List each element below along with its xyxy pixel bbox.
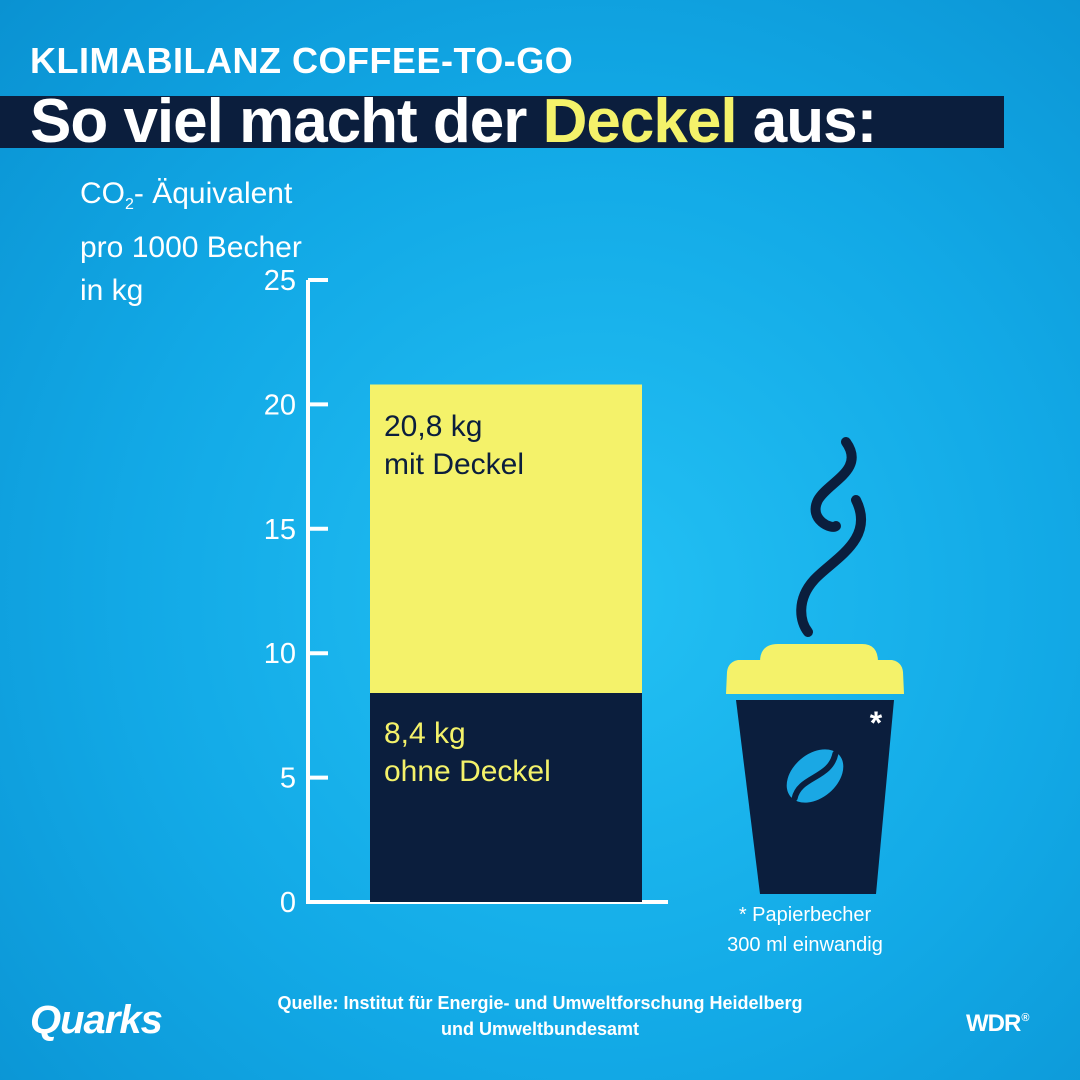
- y-axis-label: CO2- Äquivalent pro 1000 Becher in kg: [80, 172, 302, 312]
- headline-band: [0, 96, 1004, 148]
- coffee-bean-icon: [786, 749, 844, 803]
- y-tick-label-0: 0: [280, 887, 296, 919]
- ylabel-line2: pro 1000 Becher: [80, 231, 302, 264]
- headline-before: So viel macht der: [30, 87, 543, 156]
- bar-label-mit-deckel: 20,8 kg mit Deckel: [384, 408, 524, 484]
- wdr-logo: WDR®: [966, 1010, 1029, 1038]
- bar-label-mit-deckel-text: mit Deckel: [384, 448, 525, 482]
- y-tick-label-15: 15: [264, 514, 296, 546]
- headline-highlight: Deckel: [542, 87, 738, 156]
- cup-lid-icon: [726, 644, 904, 694]
- ylabel-line3: in kg: [80, 274, 144, 307]
- quarks-logo: Quarks: [30, 998, 163, 1042]
- y-tick-label-20: 20: [264, 389, 296, 421]
- source-line2: und Umweltbundesamt: [440, 1019, 639, 1039]
- headline: So viel macht der Deckel aus:: [30, 82, 877, 162]
- bar-label-ohne-deckel: 8,4 kg ohne Deckel: [384, 715, 551, 791]
- y-tick-label-5: 5: [280, 763, 296, 795]
- headline-after: aus:: [736, 87, 877, 156]
- steam-icon: [796, 437, 867, 637]
- cup-footnote-line1: * Papierbecher: [738, 904, 872, 926]
- bar-label-ohne-deckel-value: 8,4 kg: [384, 717, 466, 750]
- cup-asterisk: *: [870, 705, 883, 741]
- source-line1: Quelle: Institut für Energie- und Umwelt…: [277, 993, 803, 1013]
- wdr-logo-text: WDR: [966, 1010, 1021, 1037]
- cup-footnote-line2: 300 ml einwandig: [727, 934, 883, 956]
- bar-label-mit-deckel-value: 20,8 kg: [384, 410, 483, 444]
- y-tick-label-25: 25: [264, 265, 296, 297]
- ylabel-sub: 2: [125, 196, 134, 213]
- y-tick-label-10: 10: [264, 638, 296, 670]
- ylabel-co: CO: [80, 177, 125, 210]
- source-credit: Quelle: Institut für Energie- und Umwelt…: [190, 990, 890, 1042]
- ylabel-aquivalent: - Äquivalent: [133, 177, 293, 210]
- bar-mit-deckel: [370, 384, 642, 694]
- cup-footnote: * Papierbecher 300 ml einwandig: [700, 900, 910, 960]
- bar-label-ohne-deckel-text: ohne Deckel: [384, 755, 551, 788]
- wdr-logo-mark: ®: [1021, 1012, 1029, 1024]
- bar-ohne-deckel: [370, 693, 642, 902]
- kicker-title: KLIMABILANZ COFFEE-TO-GO: [30, 40, 574, 81]
